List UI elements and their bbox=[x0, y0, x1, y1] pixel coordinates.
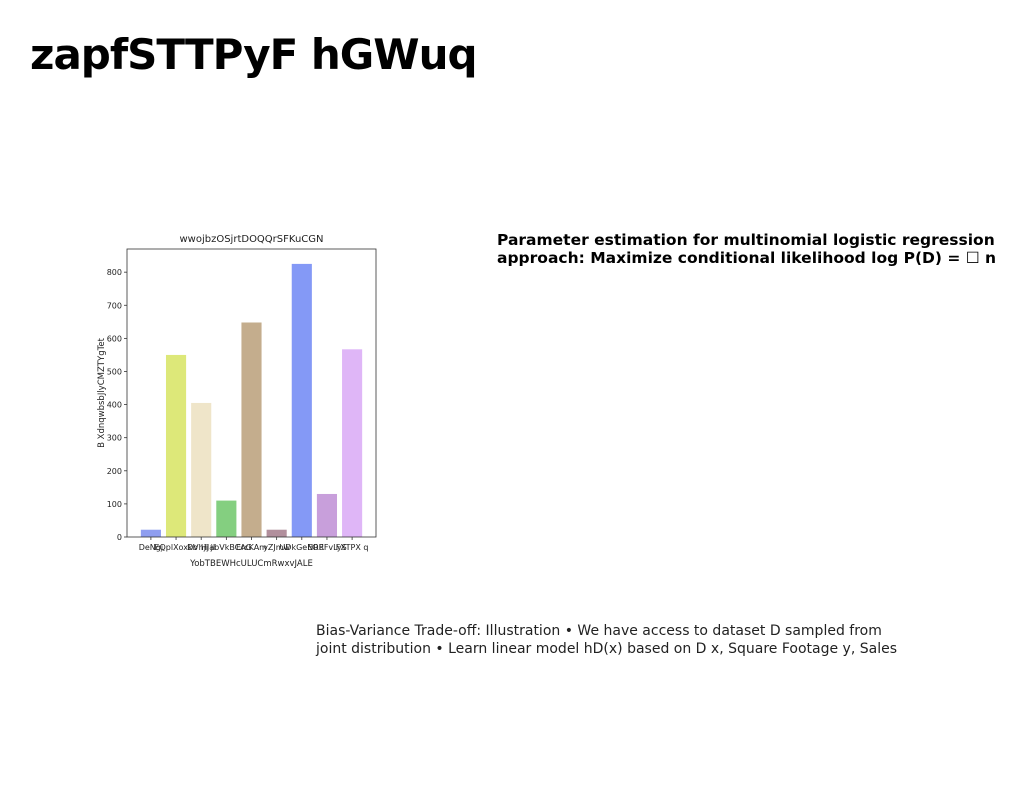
bar-0 bbox=[141, 530, 161, 537]
y-tick-label-1: 100 bbox=[107, 500, 122, 509]
x-tick-label-8: FXTPX q bbox=[336, 543, 369, 552]
y-tick-label-4: 400 bbox=[107, 401, 122, 410]
y-tick-label-0: 0 bbox=[117, 533, 122, 542]
bar-8 bbox=[342, 349, 362, 537]
bar-chart: wwojbzOSjrtDOQQrSFKuCGN 0 100 200 300 400 500… bbox=[95, 225, 385, 575]
y-axis-label: B XdnqwbsbJlyCMZTYgTet bbox=[97, 337, 107, 447]
parameter-estimation-text: Parameter estimation for multinomial log… bbox=[497, 231, 1024, 267]
chart-title: wwojbzOSjrtDOQQrSFKuCGN bbox=[179, 234, 323, 245]
y-tick-label-6: 600 bbox=[107, 334, 122, 343]
y-tick-label-3: 300 bbox=[107, 434, 122, 443]
bars-layer bbox=[141, 264, 362, 537]
page-title: zapfSTTPyF hGWuq bbox=[30, 30, 477, 79]
y-tick-label-7: 700 bbox=[107, 301, 122, 310]
bar-4 bbox=[241, 322, 261, 537]
y-tick-label-2: 200 bbox=[107, 467, 122, 476]
x-axis-label: YobTBEWHcULUCmRwxvJALE bbox=[189, 559, 313, 569]
bar-5 bbox=[267, 530, 287, 537]
bar-3 bbox=[216, 501, 236, 537]
bar-chart-svg: wwojbzOSjrtDOQQrSFKuCGN 0 100 200 300 400 500… bbox=[95, 225, 385, 575]
bar-6 bbox=[292, 264, 312, 537]
bar-2 bbox=[191, 403, 211, 537]
parameter-estimation-line-1: Parameter estimation for multinomial log… bbox=[497, 231, 1024, 249]
bias-variance-text: Bias-Variance Trade-off: Illustration • … bbox=[316, 622, 936, 658]
y-tick-label-5: 500 bbox=[107, 367, 122, 376]
bar-7 bbox=[317, 494, 337, 537]
y-tick-label-8: 800 bbox=[107, 268, 122, 277]
bias-variance-line-1: Bias-Variance Trade-off: Illustration • … bbox=[316, 622, 936, 640]
bias-variance-line-2: joint distribution • Learn linear model … bbox=[316, 640, 936, 658]
y-axis-ticks: 0 100 200 300 400 500 600 700 800 bbox=[107, 268, 127, 542]
parameter-estimation-line-2: approach: Maximize conditional likelihoo… bbox=[497, 249, 1024, 267]
bar-1 bbox=[166, 355, 186, 537]
